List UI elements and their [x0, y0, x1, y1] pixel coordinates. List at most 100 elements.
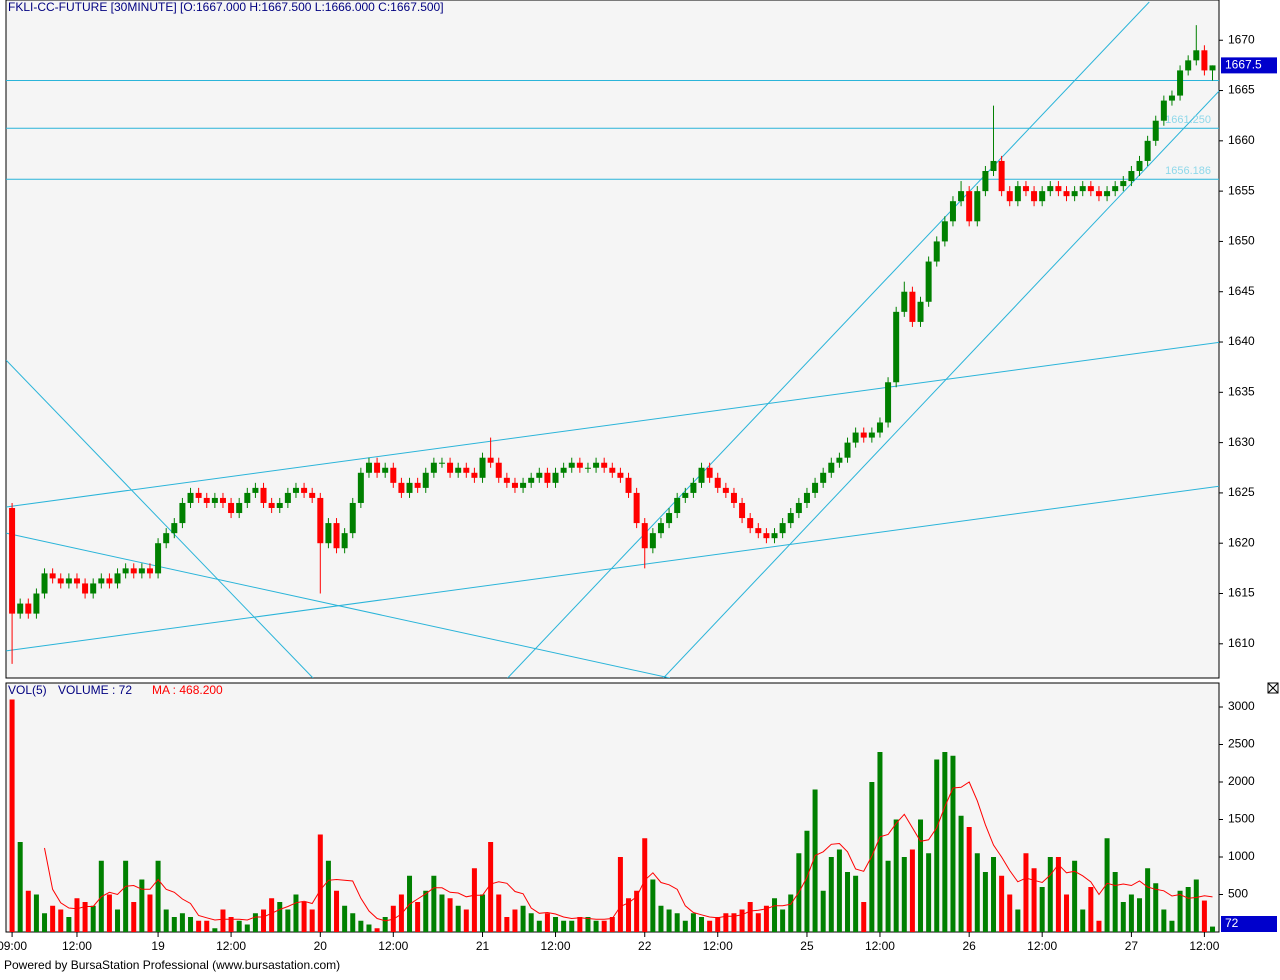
y-tick-label: 1615	[1228, 586, 1255, 600]
x-tick-label: 27	[1125, 939, 1139, 953]
candle-body	[544, 472, 551, 483]
candle-body	[382, 467, 389, 473]
y-tick-label: 1500	[1228, 812, 1255, 826]
candle-body	[1031, 191, 1038, 202]
candle-body	[1095, 191, 1102, 197]
candle-body	[138, 568, 145, 574]
y-tick-label: 1670	[1228, 32, 1255, 46]
candle-body	[260, 487, 267, 503]
y-tick-label: 2500	[1228, 737, 1255, 751]
volume-bar	[617, 857, 623, 932]
volume-bar	[480, 894, 486, 932]
candle-body	[284, 492, 291, 503]
candle-body	[852, 432, 859, 443]
volume-bar	[163, 909, 169, 932]
candle-body	[1047, 186, 1054, 192]
candle-body	[114, 573, 121, 584]
candle-body	[98, 578, 105, 584]
candle-body	[333, 523, 340, 549]
trendlines	[6, 1, 1219, 678]
trendline	[6, 341, 1219, 508]
volume-bar	[1201, 900, 1207, 932]
volume-bar	[1161, 909, 1167, 932]
volume-bar	[455, 905, 461, 932]
volume-bar	[1177, 890, 1183, 932]
volume-bar	[544, 913, 550, 932]
volume-bar	[269, 898, 275, 932]
volume-bar	[309, 909, 315, 932]
candle-body	[463, 467, 470, 473]
volume-bar	[366, 924, 372, 932]
candle-body	[179, 502, 186, 524]
volume-bar	[974, 853, 980, 932]
y-tick-label: 1645	[1228, 284, 1255, 298]
candle-body	[57, 578, 64, 584]
volume-bar	[553, 917, 559, 932]
level-label: 1656.186	[1165, 165, 1211, 177]
volume-bar	[188, 917, 194, 932]
candle-body	[122, 568, 129, 574]
candle-body	[49, 573, 56, 579]
candle-body	[155, 543, 162, 574]
candle-body	[958, 191, 965, 202]
volume-bar	[942, 752, 948, 932]
volume-bar	[893, 819, 899, 932]
price-panel	[5, 0, 1220, 679]
candle-body	[1087, 186, 1094, 192]
candle-body	[885, 382, 892, 423]
volume-bar	[861, 902, 867, 932]
last-volume-label: 72	[1225, 916, 1239, 930]
volume-bar	[74, 898, 80, 932]
candle-body	[974, 191, 981, 222]
volume-bar	[1088, 887, 1094, 932]
price-title: FKLI-CC-FUTURE [30MINUTE] [O:1667.000 H:…	[8, 0, 444, 14]
volume-bar	[666, 909, 672, 932]
x-tick-label: 12:00	[216, 939, 246, 953]
volume-bar	[601, 920, 607, 932]
candle-body	[520, 482, 527, 488]
candle-body	[1055, 186, 1062, 192]
candle-body	[787, 513, 794, 524]
volume-bar	[1112, 872, 1118, 932]
volume-bar	[1055, 857, 1061, 932]
volume-bar	[123, 860, 129, 932]
volume-bar	[1137, 898, 1143, 932]
close-icon[interactable]	[1267, 682, 1279, 694]
x-tick-label: 12:00	[62, 939, 92, 953]
last-volume-tag	[1221, 916, 1277, 932]
volume-bar	[991, 857, 997, 932]
x-tick-label: 12:00	[865, 939, 895, 953]
volume-bar	[853, 875, 859, 932]
ma-label: MA : 468.200	[152, 683, 223, 697]
volume-bar	[106, 894, 112, 932]
candle-body	[228, 502, 235, 514]
candle-body	[633, 492, 640, 524]
volume-bar	[901, 857, 907, 932]
volume-panel	[5, 682, 1220, 933]
y-tick-label: 1650	[1228, 234, 1255, 248]
volume-bar	[171, 917, 177, 932]
candle-body	[755, 528, 762, 534]
volume-bar	[877, 752, 883, 932]
candle-body	[698, 467, 705, 483]
candle-body	[349, 502, 356, 534]
volume-bar	[723, 913, 729, 932]
candle-body	[779, 523, 786, 534]
x-tick-label: 12:00	[541, 939, 571, 953]
candle-body	[998, 160, 1005, 192]
candle-body	[1136, 160, 1143, 172]
volume-bar	[577, 917, 583, 932]
candle-body	[390, 467, 397, 483]
volume-bar	[1023, 853, 1029, 932]
candle-body	[455, 467, 462, 473]
volume-bar	[755, 913, 761, 932]
x-tick-label: 09:00	[0, 939, 27, 953]
volume-bar	[42, 913, 48, 932]
x-tick-label: 12:00	[1027, 939, 1057, 953]
volume-bar	[958, 815, 964, 932]
volume-bar	[642, 838, 648, 932]
candle-body	[1014, 186, 1021, 202]
candle-body	[106, 578, 113, 584]
y-tick-label: 1665	[1228, 83, 1255, 97]
candle-body	[1185, 60, 1192, 71]
